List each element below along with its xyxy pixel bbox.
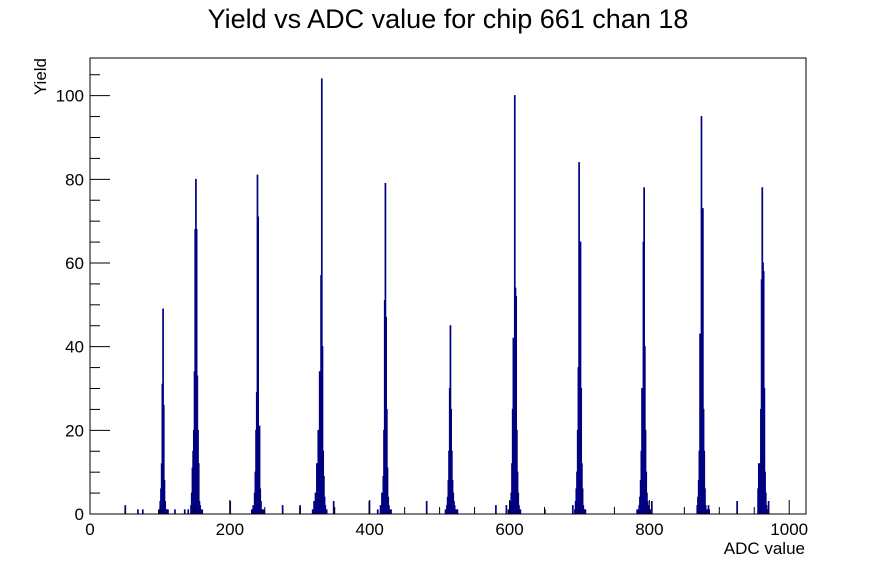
histogram-bin <box>257 216 260 514</box>
histogram-bin <box>425 500 428 514</box>
x-axis-label: ADC value <box>724 539 805 558</box>
y-axis-ticks: 0 20 40 60 80 100 <box>56 74 110 524</box>
histogram-bin <box>163 480 166 514</box>
histogram-bin <box>311 509 314 514</box>
histogram-bin <box>323 475 325 514</box>
histogram-bin <box>174 509 176 514</box>
histogram-bin <box>183 509 186 514</box>
histogram-bin <box>141 509 144 514</box>
x-tick-label: 400 <box>356 520 384 539</box>
histogram-bin <box>195 229 198 514</box>
histogram-bin <box>262 509 265 514</box>
histogram-bin <box>390 509 392 514</box>
histogram-bin <box>162 404 165 514</box>
histogram-bin <box>187 509 190 514</box>
histogram-bin <box>736 500 738 514</box>
histogram-bin <box>158 509 160 514</box>
histogram-bin <box>580 387 583 514</box>
histogram-bin <box>584 509 587 514</box>
histogram-bin <box>708 509 711 514</box>
plot-frame <box>89 57 807 515</box>
histogram-bin <box>515 295 518 514</box>
histogram-bin <box>702 208 704 514</box>
histogram-bin <box>636 509 638 514</box>
histogram-bin <box>517 492 520 514</box>
histogram-bin <box>313 500 315 514</box>
histogram-bin <box>320 78 323 514</box>
histogram-bin <box>281 505 284 514</box>
histogram-bin <box>581 488 584 514</box>
x-tick-label: 1000 <box>770 520 808 539</box>
chart-title: Yield vs ADC value for chip 661 chan 18 <box>208 4 689 34</box>
histogram-bin <box>444 509 447 514</box>
histogram-bin <box>507 509 510 514</box>
x-tick-label: 200 <box>216 520 244 539</box>
histogram-bin <box>252 505 255 514</box>
y-tick-label: 80 <box>65 170 84 189</box>
histogram-bin <box>201 509 204 514</box>
histogram-bin <box>261 509 264 514</box>
x-axis-ticks: 0 200 400 600 800 1000 <box>85 500 808 539</box>
histogram-bin <box>767 500 770 514</box>
histogram-bin <box>379 505 382 514</box>
histogram-bin <box>764 492 767 514</box>
histogram-bin <box>197 463 200 514</box>
histogram-bin <box>167 509 169 514</box>
y-tick-label: 0 <box>75 505 84 524</box>
histogram-bin <box>251 509 253 514</box>
histogram-bin <box>579 241 582 514</box>
histogram-bin <box>704 488 706 514</box>
histogram-bin <box>137 509 139 514</box>
histogram-bin <box>386 467 389 514</box>
histogram-bin <box>571 505 574 514</box>
histogram-bin <box>317 429 320 514</box>
histogram-bin <box>763 387 766 514</box>
x-tick-label: 600 <box>495 520 523 539</box>
histogram-bin <box>321 346 324 514</box>
histogram-bin <box>314 492 317 514</box>
histogram-bin <box>199 509 202 514</box>
y-tick-label: 100 <box>56 87 84 106</box>
y-tick-label: 60 <box>65 254 84 273</box>
histogram-bin <box>260 500 262 514</box>
histogram-bars <box>124 78 770 514</box>
histogram-bin <box>512 337 515 514</box>
histogram-bin <box>700 116 703 514</box>
y-tick-label: 40 <box>65 338 84 357</box>
histogram-bin <box>649 509 652 514</box>
histogram-bin <box>456 509 459 514</box>
histogram-bin <box>495 505 497 514</box>
histogram-bin <box>381 492 383 514</box>
x-tick-label: 0 <box>85 520 94 539</box>
histogram-bin <box>650 500 653 514</box>
histogram-bin <box>164 500 167 514</box>
histogram-bin <box>258 425 261 514</box>
histogram-bin <box>385 408 388 514</box>
x-tick-label: 800 <box>635 520 663 539</box>
histogram-bin <box>519 509 522 514</box>
histogram-bin <box>316 463 318 514</box>
histogram-bin <box>505 505 508 514</box>
histogram-bin <box>325 509 328 514</box>
y-axis-label: Yield <box>31 58 50 95</box>
histogram-bin <box>376 509 379 514</box>
histogram-bin <box>455 509 457 514</box>
histogram-bin <box>332 500 335 514</box>
y-tick-label: 20 <box>65 421 84 440</box>
histogram-bin <box>703 450 706 514</box>
